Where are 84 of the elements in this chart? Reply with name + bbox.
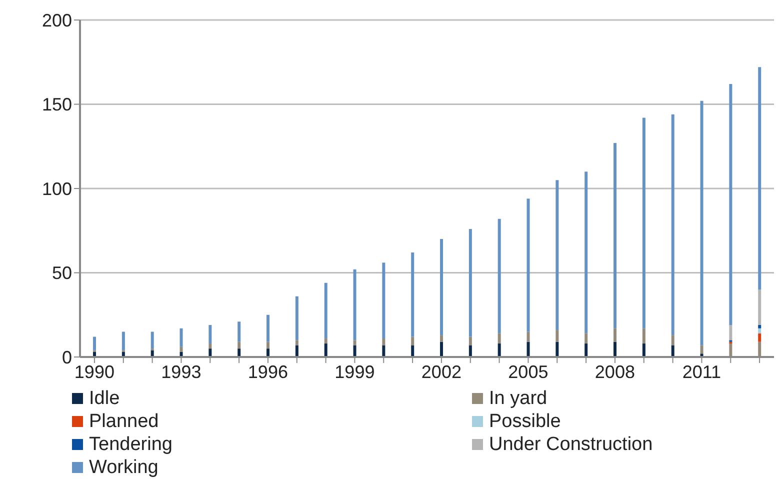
bar	[324, 338, 328, 344]
bar	[180, 328, 183, 347]
bar	[584, 172, 588, 334]
bar	[180, 346, 183, 352]
bar	[411, 345, 414, 357]
bar	[526, 332, 530, 342]
y-tick-label: 100	[42, 178, 72, 199]
y-tick-label: 150	[42, 94, 72, 115]
x-tick-label: 1990	[74, 362, 114, 382]
bar	[758, 328, 762, 334]
bar	[671, 345, 674, 357]
bar	[238, 342, 241, 349]
bar	[498, 333, 501, 344]
bar	[758, 67, 762, 290]
bar	[498, 344, 501, 357]
bar	[468, 345, 472, 357]
bar	[468, 228, 472, 337]
bar	[411, 252, 414, 337]
bar	[584, 344, 588, 357]
x-tick-label: 2005	[508, 362, 548, 382]
bar	[642, 118, 646, 328]
bar	[122, 332, 125, 350]
bar	[729, 84, 732, 325]
legend-label: Under Construction	[489, 433, 653, 456]
bar	[556, 330, 559, 342]
bar	[353, 340, 356, 346]
bar	[614, 328, 617, 342]
bar	[526, 198, 530, 332]
bar	[758, 290, 762, 325]
bar	[93, 336, 96, 350]
x-tick-label: 2008	[594, 362, 635, 382]
bar	[642, 328, 646, 344]
legend-label: Possible	[489, 410, 561, 433]
legend-label: Planned	[89, 410, 159, 433]
bar	[614, 342, 617, 357]
x-tick-label: 1993	[161, 362, 202, 382]
bar	[266, 342, 270, 349]
bar	[556, 180, 559, 330]
x-tick-label: 2011	[682, 362, 722, 382]
y-tick-label: 0	[62, 347, 72, 368]
bar	[440, 342, 444, 357]
bar	[382, 262, 386, 338]
y-tick-label: 200	[42, 10, 72, 30]
legend-label: Tendering	[89, 433, 172, 456]
bar	[526, 342, 530, 357]
bar	[729, 324, 732, 340]
bar	[324, 282, 328, 338]
bar	[208, 344, 212, 349]
bar	[700, 100, 704, 346]
bar	[440, 335, 444, 342]
bar	[208, 324, 212, 344]
legend-label: Idle	[89, 387, 120, 410]
bar	[295, 296, 298, 340]
bar	[758, 342, 762, 357]
bar	[266, 314, 270, 342]
bar	[382, 345, 386, 357]
bar	[238, 322, 241, 342]
x-tick-label: 2002	[421, 362, 462, 382]
bar	[729, 344, 732, 357]
bar	[324, 344, 328, 357]
bar	[498, 218, 501, 334]
legend-label: In yard	[489, 387, 548, 410]
bar	[353, 269, 356, 340]
bar	[440, 239, 444, 336]
legend-label: Working	[89, 456, 158, 479]
x-tick-label: 1999	[334, 362, 375, 382]
bar	[758, 333, 762, 342]
bar	[671, 114, 674, 336]
bar	[584, 333, 588, 344]
bar	[671, 335, 674, 346]
bar	[295, 345, 298, 357]
bar	[642, 344, 646, 357]
bar	[700, 345, 704, 354]
bar	[758, 324, 762, 328]
bar	[382, 338, 386, 346]
y-tick-label: 50	[52, 263, 72, 284]
bar	[295, 340, 298, 346]
bar	[353, 345, 356, 357]
bar	[411, 336, 414, 346]
x-tick-label: 1996	[248, 362, 288, 382]
bar	[150, 332, 154, 349]
bar	[614, 143, 617, 328]
bar	[468, 336, 472, 346]
bar	[556, 342, 559, 357]
